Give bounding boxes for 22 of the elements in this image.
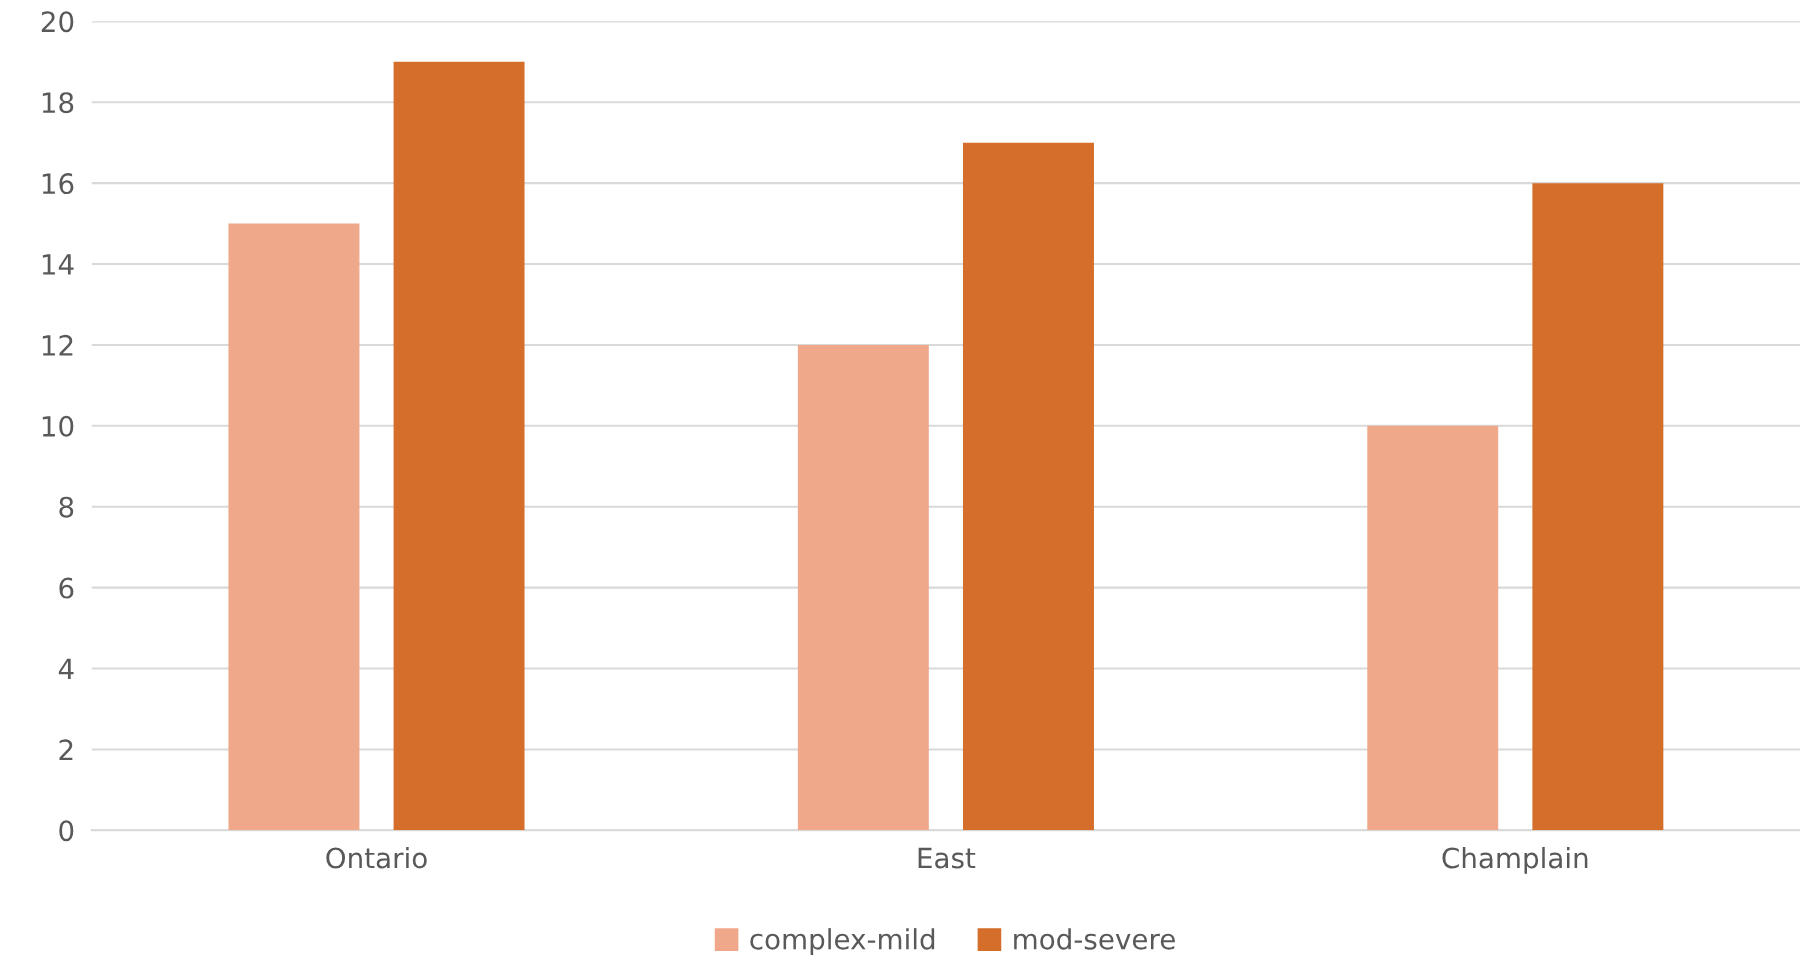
x-tick-label: Ontario bbox=[326, 846, 427, 869]
bar bbox=[228, 223, 360, 831]
bar bbox=[962, 142, 1094, 831]
y-tick-label: 12 bbox=[42, 334, 73, 356]
x-tick-label: Champlain bbox=[1442, 846, 1588, 874]
bar bbox=[1532, 183, 1664, 831]
y-tick-label: 20 bbox=[41, 11, 74, 33]
y-tick-label: 14 bbox=[42, 254, 74, 275]
y-tick-label: 4 bbox=[58, 658, 74, 680]
y-tick-label: 0 bbox=[59, 820, 74, 842]
bar bbox=[1367, 425, 1499, 831]
y-tick-label: 8 bbox=[59, 496, 74, 518]
y-tick-label: 2 bbox=[59, 739, 73, 760]
y-tick-label: 10 bbox=[42, 415, 74, 437]
bar bbox=[393, 61, 525, 831]
x-tick-label: East bbox=[918, 847, 976, 869]
legend-label: complex-mild bbox=[750, 928, 935, 956]
y-tick-label: 18 bbox=[42, 92, 74, 114]
y-tick-label: 6 bbox=[59, 577, 74, 599]
y-tick-label: 16 bbox=[42, 173, 74, 195]
legend-label: mod-severe bbox=[1014, 928, 1175, 950]
bar bbox=[797, 344, 929, 831]
